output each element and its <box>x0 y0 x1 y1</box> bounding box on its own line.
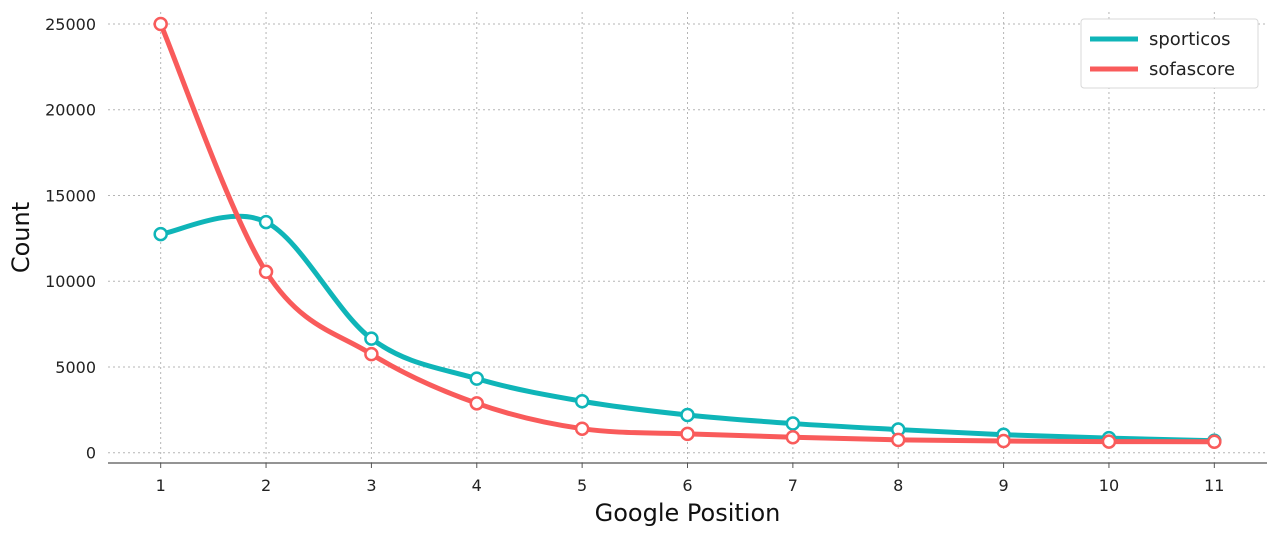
data-point-sporticos <box>469 371 485 386</box>
data-point-sofascore <box>1101 434 1117 449</box>
data-point-sofascore <box>680 426 695 442</box>
series-sofascore <box>153 16 1222 449</box>
x-tick-label: 6 <box>682 476 692 495</box>
x-tick-label: 4 <box>472 476 482 495</box>
data-point-sporticos <box>364 331 379 346</box>
x-tick-label: 5 <box>577 476 587 495</box>
legend-item-sporticos: sporticos <box>1090 29 1231 50</box>
x-tick-label: 1 <box>156 476 166 495</box>
data-point-sofascore <box>890 432 906 448</box>
x-tick-label: 3 <box>366 476 376 495</box>
series <box>153 16 1222 449</box>
data-point-sofascore <box>996 433 1011 449</box>
data-point-sofascore <box>364 346 379 362</box>
y-tick-label: 5000 <box>55 358 96 377</box>
x-tick-label: 11 <box>1204 476 1224 495</box>
x-tick-label: 7 <box>788 476 798 495</box>
data-point-sofascore <box>574 421 590 436</box>
y-tick-label: 10000 <box>45 272 96 291</box>
x-tick-label: 10 <box>1099 476 1119 495</box>
y-tick-labels: 0 5000 10000 15000 20000 25000 <box>45 15 96 463</box>
y-tick-label: 25000 <box>45 15 96 34</box>
legend-label: sofascore <box>1149 59 1235 80</box>
data-point-sporticos <box>680 407 695 423</box>
data-point-sofascore <box>469 396 485 411</box>
y-tick-label: 15000 <box>45 186 96 205</box>
x-tick-label: 8 <box>893 476 903 495</box>
series-sporticos <box>153 213 1222 448</box>
y-tick-label: 0 <box>86 444 96 463</box>
x-tick-label: 2 <box>261 476 271 495</box>
data-point-sofascore <box>1207 434 1222 449</box>
data-point-sporticos <box>785 416 801 431</box>
data-point-sporticos <box>153 226 168 242</box>
series-line-sofascore <box>158 21 1217 445</box>
y-axis-title: Count <box>7 202 35 273</box>
data-point-sofascore <box>785 430 801 445</box>
legend-item-sofascore: sofascore <box>1090 59 1235 80</box>
data-point-sofascore <box>153 16 168 32</box>
legend-label: sporticos <box>1149 29 1231 50</box>
x-tick-labels: 1 2 3 4 5 6 7 8 9 10 11 <box>156 463 1224 495</box>
y-tick-label: 20000 <box>45 101 96 120</box>
data-point-sporticos <box>258 214 274 230</box>
legend: sporticos sofascore <box>1080 18 1259 89</box>
x-axis-title: Google Position <box>595 499 781 527</box>
data-point-sporticos <box>574 394 590 409</box>
data-point-sofascore <box>258 264 274 280</box>
x-tick-label: 9 <box>998 476 1008 495</box>
